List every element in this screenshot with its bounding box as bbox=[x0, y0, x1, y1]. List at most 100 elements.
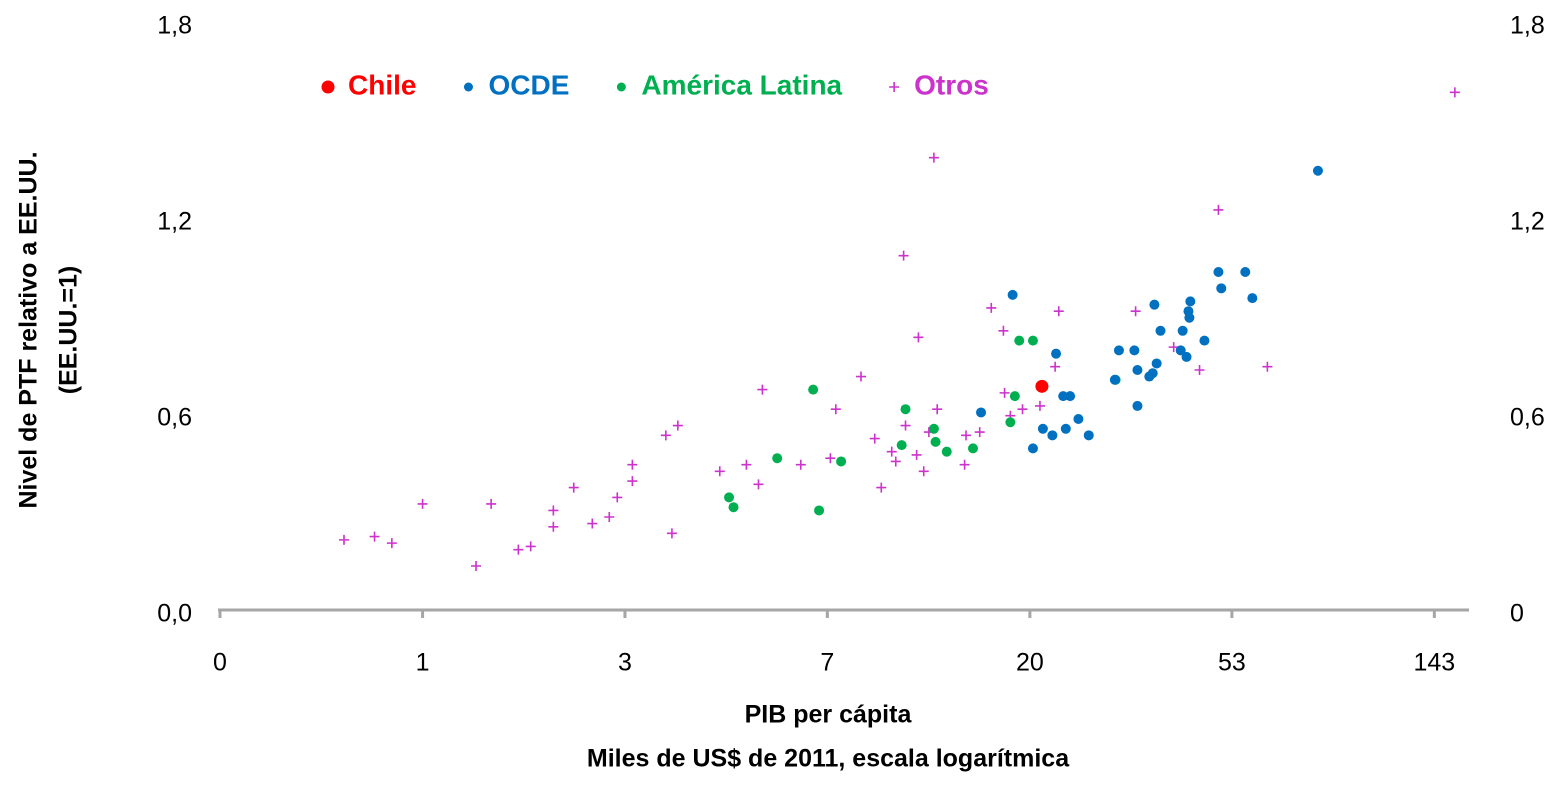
point bbox=[1007, 289, 1018, 300]
point bbox=[1034, 400, 1045, 411]
point bbox=[825, 453, 836, 464]
x-axis-label: PIB per cápita bbox=[745, 701, 913, 729]
point bbox=[660, 430, 671, 441]
y-axis-label-line: (EE.UU.=1) bbox=[55, 266, 83, 395]
point bbox=[795, 459, 806, 470]
point bbox=[728, 502, 739, 513]
series bbox=[976, 165, 1323, 454]
point bbox=[548, 521, 559, 532]
point bbox=[1129, 345, 1140, 356]
point bbox=[1151, 358, 1162, 369]
point bbox=[1132, 400, 1143, 411]
point bbox=[672, 420, 683, 431]
x-tick-label: 1 bbox=[416, 649, 430, 677]
point bbox=[1262, 361, 1273, 372]
point bbox=[612, 492, 623, 503]
x-tick-label: 143 bbox=[1413, 649, 1455, 677]
point bbox=[1177, 325, 1188, 336]
point bbox=[869, 433, 880, 444]
point bbox=[369, 531, 380, 542]
point bbox=[1035, 379, 1049, 393]
series bbox=[339, 87, 1460, 571]
y2-tick-label: 0,6 bbox=[1510, 404, 1545, 432]
point bbox=[471, 561, 482, 571]
point bbox=[513, 544, 524, 555]
point bbox=[932, 404, 943, 415]
legend-marker bbox=[889, 82, 900, 92]
point bbox=[1047, 430, 1058, 441]
legend-marker bbox=[463, 82, 473, 92]
y2-tick-label: 1,2 bbox=[1510, 208, 1545, 236]
point bbox=[836, 456, 847, 467]
point bbox=[339, 534, 349, 545]
legend-label: América Latina bbox=[641, 69, 842, 100]
point bbox=[808, 384, 819, 395]
point bbox=[568, 482, 579, 493]
point bbox=[814, 505, 825, 516]
point bbox=[976, 407, 987, 418]
point bbox=[1014, 335, 1025, 346]
point bbox=[1073, 414, 1084, 424]
point bbox=[417, 498, 428, 509]
point bbox=[930, 436, 941, 447]
point bbox=[604, 512, 615, 522]
y-axis-label-line: Nivel de PTF relativo a EE.UU. bbox=[15, 151, 43, 508]
y2-tick-label: 0 bbox=[1510, 600, 1524, 628]
legend-label: Chile bbox=[348, 69, 416, 100]
legend-label: OCDE bbox=[488, 69, 569, 100]
point bbox=[714, 466, 725, 477]
point bbox=[548, 505, 559, 516]
point bbox=[961, 430, 972, 441]
x-tick-label: 20 bbox=[1016, 649, 1044, 677]
x-tick-label: 3 bbox=[618, 649, 632, 677]
point bbox=[1065, 391, 1076, 402]
x-axis-label: Miles de US$ de 2011, escala logarítmica bbox=[587, 745, 1070, 773]
point bbox=[1060, 423, 1071, 434]
point bbox=[627, 476, 638, 487]
legend-marker bbox=[321, 80, 335, 94]
point bbox=[928, 152, 939, 163]
point bbox=[1027, 335, 1038, 346]
point bbox=[998, 325, 1009, 336]
point bbox=[587, 518, 598, 529]
point bbox=[1199, 335, 1210, 346]
point bbox=[900, 420, 911, 431]
point bbox=[890, 456, 901, 467]
point bbox=[1017, 404, 1028, 415]
point bbox=[986, 302, 997, 313]
point bbox=[1181, 351, 1192, 362]
point bbox=[741, 459, 752, 470]
point bbox=[1449, 87, 1460, 98]
point bbox=[886, 446, 897, 457]
point bbox=[898, 250, 909, 261]
point bbox=[1113, 345, 1124, 356]
point bbox=[876, 482, 887, 493]
y2-tick-label: 1,8 bbox=[1510, 12, 1545, 40]
point bbox=[1037, 423, 1048, 434]
point bbox=[1213, 267, 1224, 277]
point bbox=[1213, 204, 1224, 215]
point bbox=[1027, 443, 1038, 454]
point bbox=[1185, 296, 1196, 307]
point bbox=[967, 443, 978, 454]
point bbox=[724, 492, 735, 503]
point bbox=[1053, 306, 1064, 317]
y-tick-label: 1,8 bbox=[157, 12, 192, 40]
point bbox=[830, 404, 841, 415]
point bbox=[928, 423, 939, 434]
point bbox=[1009, 391, 1020, 402]
point bbox=[896, 440, 907, 451]
legend-marker bbox=[616, 82, 626, 92]
point bbox=[1194, 365, 1205, 375]
point bbox=[1051, 348, 1062, 359]
point bbox=[1183, 306, 1194, 317]
point bbox=[627, 459, 638, 470]
point bbox=[1312, 165, 1323, 176]
x-tick-label: 7 bbox=[820, 649, 834, 677]
point bbox=[1130, 306, 1141, 317]
y-tick-label: 0,0 bbox=[157, 600, 192, 628]
point bbox=[757, 384, 768, 395]
point bbox=[1240, 267, 1251, 277]
